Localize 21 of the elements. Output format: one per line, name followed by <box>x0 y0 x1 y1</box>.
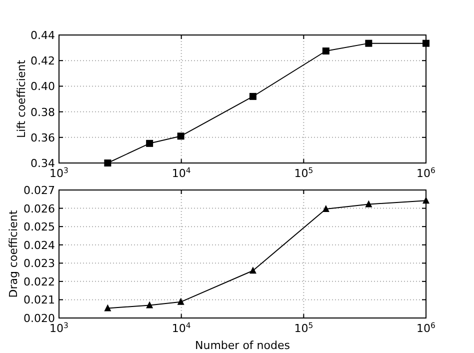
y-tick-label: 0.44 <box>30 29 55 42</box>
y-tick-label: 0.022 <box>24 275 55 288</box>
y-axis-title: Drag coefficient <box>7 210 20 298</box>
x-tick-label: 10$^{6}$ <box>416 166 436 180</box>
y-axis-title: Lift coefficient <box>15 59 28 138</box>
x-tick-label: 10$^{6}$ <box>416 320 436 335</box>
x-tick-label: 10$^{4}$ <box>172 320 191 335</box>
x-tick-label: 10$^{4}$ <box>172 166 191 180</box>
y-tick-label: 0.42 <box>30 54 55 68</box>
y-tick-label: 0.021 <box>24 294 55 307</box>
y-tick-label: 0.025 <box>24 220 55 234</box>
y-tick-label: 0.36 <box>30 131 55 144</box>
y-tick-label: 0.024 <box>24 238 55 252</box>
y-tick-label: 0.027 <box>24 184 55 197</box>
y-tick-label: 0.026 <box>24 202 55 216</box>
y-tick-label: 0.023 <box>24 257 55 270</box>
x-axis-title: Number of nodes <box>195 339 290 352</box>
x-tick-label: 10$^{5}$ <box>294 166 314 180</box>
y-tick-label: 0.38 <box>30 106 55 119</box>
y-tick-label: 0.40 <box>30 80 55 94</box>
x-tick-label: 10$^{5}$ <box>294 320 314 335</box>
